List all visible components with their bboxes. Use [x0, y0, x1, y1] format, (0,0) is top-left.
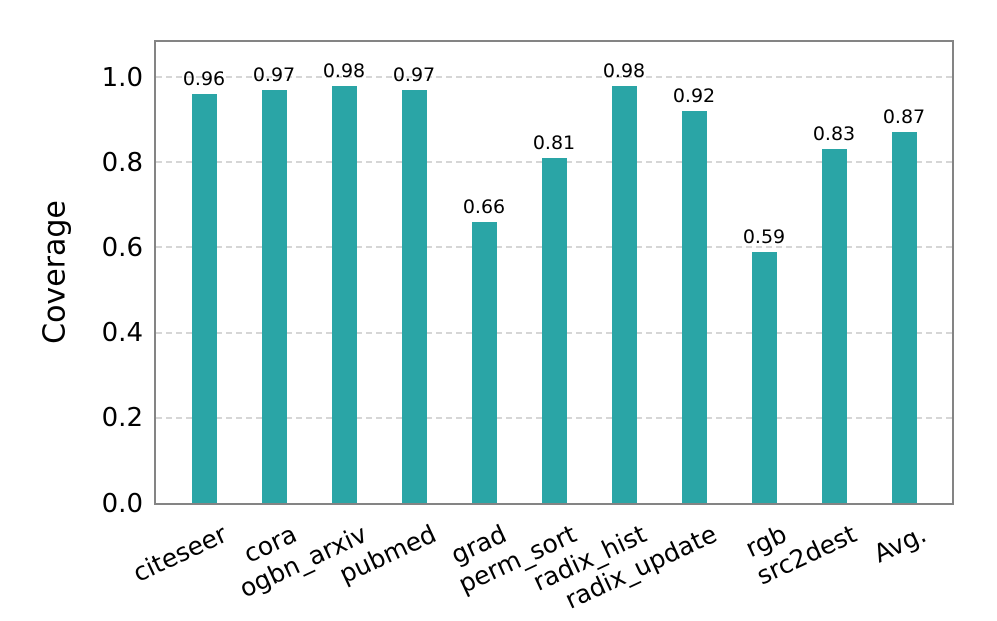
y-tick-0.4: 0.4: [101, 318, 143, 349]
bar-pubmed: [401, 89, 427, 503]
bar-cora: [261, 89, 287, 503]
x-tick-citeseer: citeseer: [128, 519, 231, 588]
plot-area: 0.96 0.97 0.98 0.97 0.66 0.81 0.98 0.92 0.59 0.83…: [154, 40, 954, 505]
bar-value-label-pubmed: 0.97: [392, 63, 436, 86]
bar-value-label-radix_hist: 0.98: [602, 59, 646, 82]
bar-perm_sort: [541, 157, 567, 503]
y-tick-0.6: 0.6: [101, 232, 143, 263]
y-tick-1.0: 1.0: [101, 62, 143, 93]
bar-src2dest: [821, 149, 847, 503]
bar-value-label-grad: 0.66: [462, 195, 506, 218]
bar-value-label-citeseer: 0.96: [182, 68, 226, 91]
bar-ogbn_arxiv: [331, 85, 357, 503]
bar-value-label-src2dest: 0.83: [812, 123, 856, 146]
bar-Avg.: [891, 132, 917, 503]
bar-citeseer: [191, 94, 217, 503]
bar-value-label-ogbn_arxiv: 0.98: [322, 59, 366, 82]
bar-value-label-perm_sort: 0.81: [532, 131, 576, 154]
y-tick-0.2: 0.2: [101, 403, 143, 434]
bar-radix_update: [681, 111, 707, 503]
x-tick-Avg.: Avg.: [869, 519, 931, 569]
gridline-y-1: [156, 76, 952, 78]
bar-value-label-Avg.: 0.87: [882, 106, 926, 129]
bar-value-label-rgb: 0.59: [742, 225, 786, 248]
bar-value-label-radix_update: 0.92: [672, 85, 716, 108]
bar-radix_hist: [611, 85, 637, 503]
bar-value-label-cora: 0.97: [252, 63, 296, 86]
bar-rgb: [751, 251, 777, 503]
y-tick-0.0: 0.0: [101, 488, 143, 519]
y-tick-0.8: 0.8: [101, 147, 143, 178]
bar-grad: [471, 221, 497, 503]
